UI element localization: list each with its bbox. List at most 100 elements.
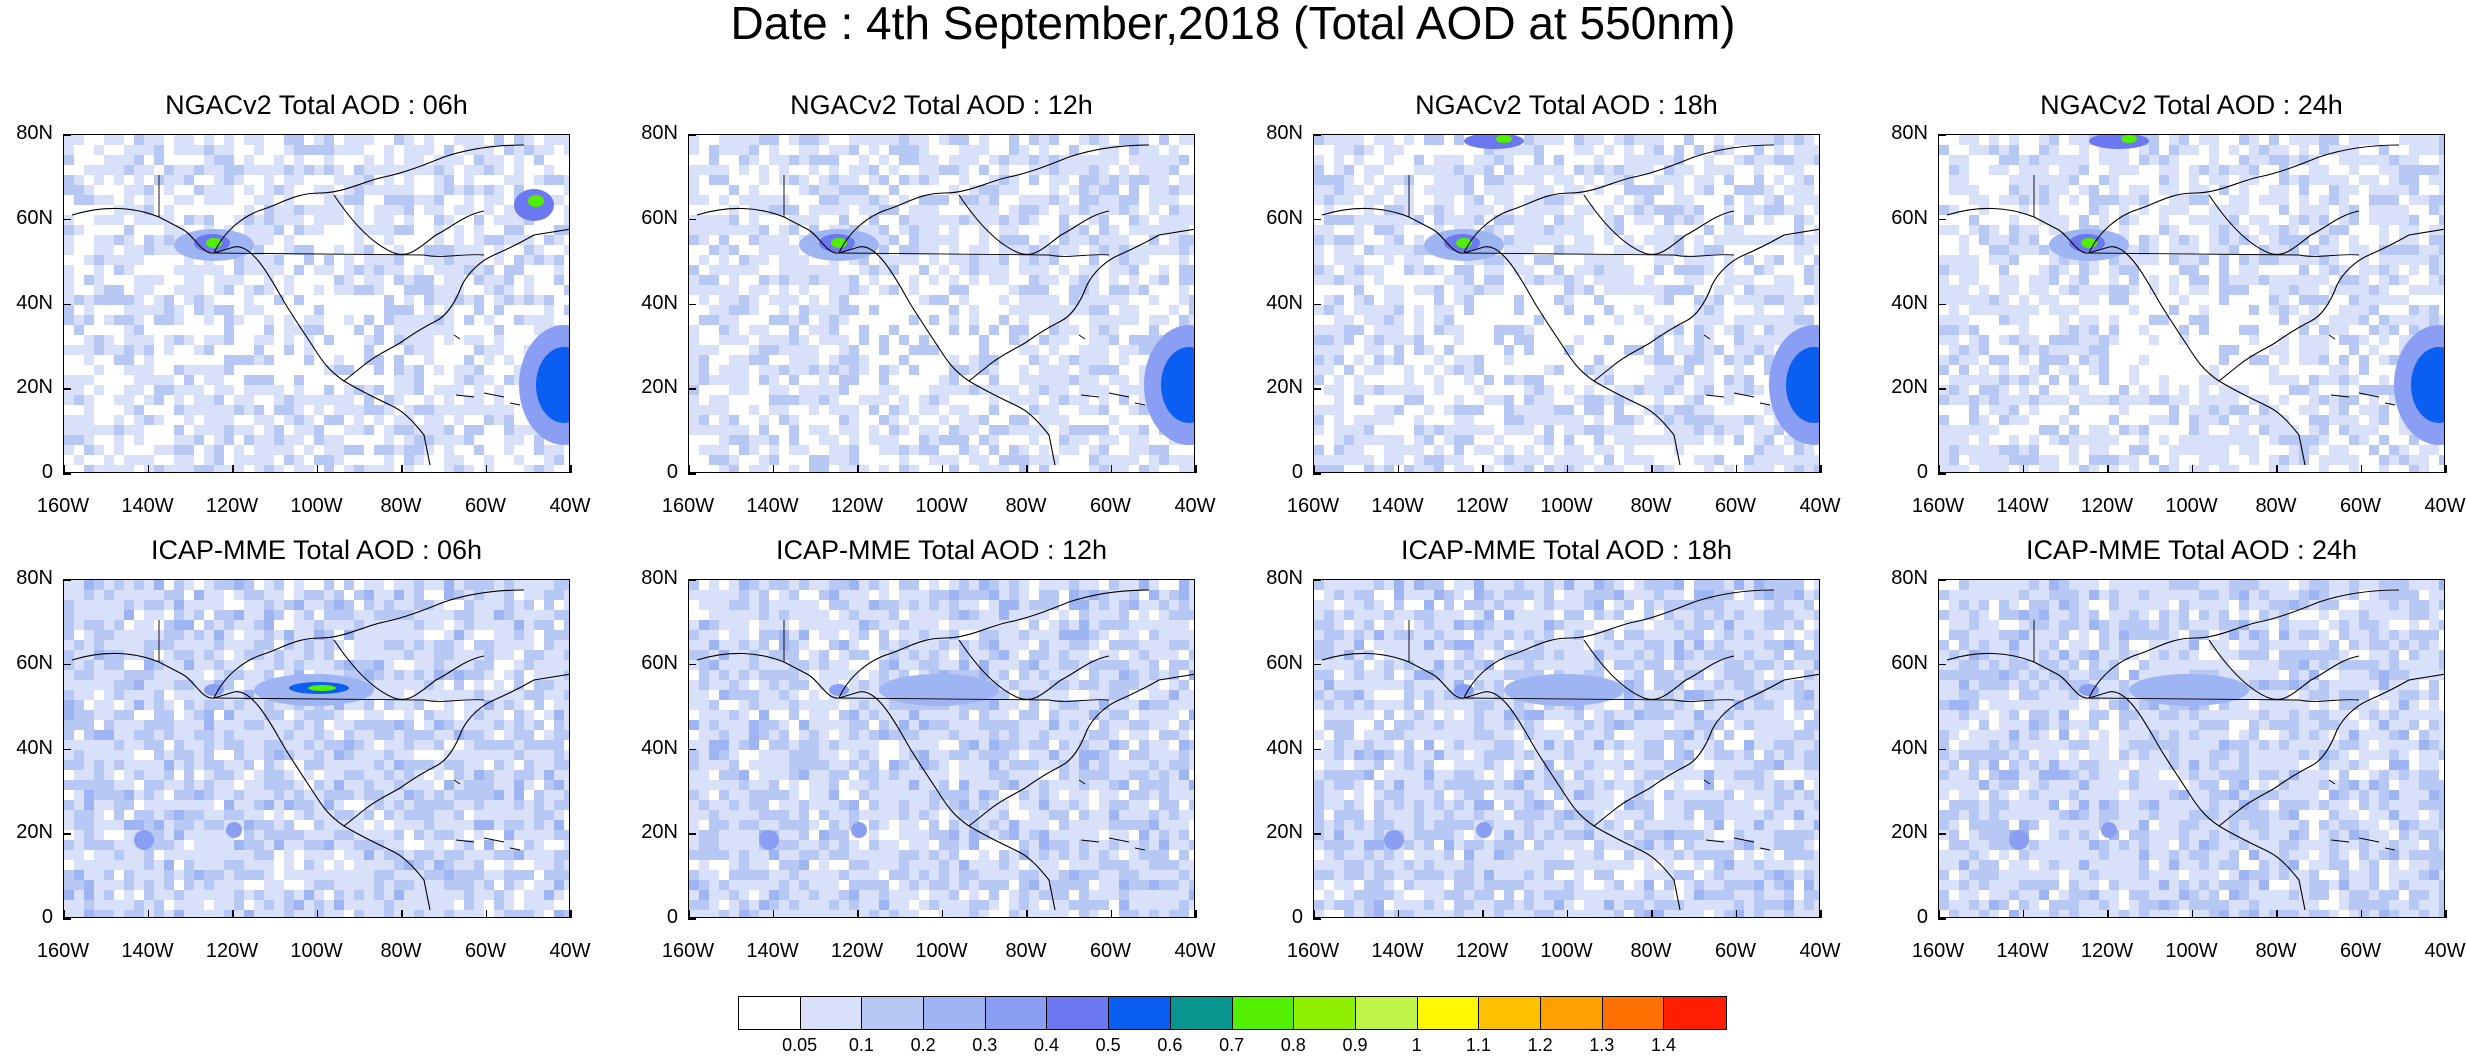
country-border — [158, 175, 485, 257]
lon-tick — [2445, 910, 2447, 918]
lon-tick — [2107, 465, 2109, 473]
map-panel-icap-mme-18h: ICAP-MME Total AOD : 18h 80N 60N 40N 20N 0 160… — [1266, 445, 1840, 978]
lat-label: 0 — [666, 906, 678, 928]
lat-label: 80N — [1891, 567, 1928, 589]
lat-tick — [1313, 134, 1321, 136]
lon-label: 160W — [36, 495, 90, 517]
lon-tick — [688, 465, 690, 473]
lat-label: 40N — [1266, 736, 1303, 759]
lon-label: 140W — [1371, 495, 1424, 517]
lon-label: 120W — [1455, 495, 1509, 517]
island-outline — [2328, 334, 2396, 406]
lon-label: 100W — [915, 940, 968, 962]
lon-label: 80W — [1630, 495, 1672, 517]
lat-label: 60N — [1891, 651, 1928, 674]
map-plot — [1939, 580, 2444, 917]
colorbar-level-label: 0.9 — [1342, 1035, 1368, 1055]
coastline — [1321, 144, 1819, 466]
colorbar-level-label: 0.1 — [848, 1035, 874, 1055]
colorbar-level-label: 0.8 — [1280, 1035, 1306, 1055]
lon-tick — [1938, 910, 1940, 918]
lat-label: 40N — [1266, 291, 1303, 314]
lon-label: 160W — [1911, 940, 1965, 962]
lon-tick — [2107, 910, 2109, 918]
lon-label: 80W — [380, 940, 422, 962]
lon-label: 160W — [36, 940, 90, 962]
lat-label: 40N — [1891, 736, 1928, 759]
lat-tick — [1313, 748, 1321, 750]
lon-label: 40W — [1174, 940, 1216, 962]
lon-tick — [2276, 465, 2278, 473]
map-frame — [688, 134, 1195, 473]
aod-field — [1314, 135, 1819, 472]
lat-label: 80N — [1891, 122, 1928, 144]
lat-label: 20N — [641, 376, 678, 399]
lon-label: 60W — [2339, 940, 2382, 962]
lat-tick — [63, 579, 71, 581]
lon-tick — [2360, 465, 2362, 473]
lat-tick — [1313, 473, 1321, 475]
lon-label: 60W — [1714, 940, 1757, 962]
colorbar-swatch — [1479, 997, 1541, 1029]
lat-tick — [688, 388, 696, 390]
lon-label: 120W — [205, 940, 259, 962]
lon-label: 80W — [1005, 940, 1047, 962]
colorbar-swatch — [1355, 997, 1418, 1029]
lat-tick — [63, 218, 71, 221]
lat-label: 0 — [41, 461, 53, 483]
lat-label: 40N — [16, 736, 53, 759]
lon-tick — [147, 910, 149, 918]
lat-label: 60N — [1266, 206, 1303, 229]
colorbar-swatch — [1602, 997, 1665, 1029]
coastline — [1946, 589, 2444, 911]
lat-label: 0 — [666, 461, 678, 483]
country-border — [783, 620, 1110, 702]
island-outline — [1078, 779, 1146, 851]
lon-label: 120W — [205, 495, 259, 517]
panel-title: NGACv2 Total AOD : 24h — [2040, 90, 2343, 120]
lon-tick — [1110, 910, 1112, 918]
lat-label: 40N — [641, 736, 678, 759]
lon-tick — [1482, 910, 1484, 918]
lon-label: 160W — [661, 495, 715, 517]
lat-tick — [63, 134, 71, 136]
lon-tick — [2191, 465, 2193, 473]
aod-field — [689, 135, 1194, 472]
lon-tick — [1397, 910, 1399, 918]
country-border — [1408, 620, 1735, 702]
lon-tick — [316, 910, 318, 918]
lat-tick — [1938, 218, 1946, 221]
lat-tick — [1938, 388, 1946, 390]
map-plot — [64, 135, 569, 472]
lat-tick — [1313, 218, 1321, 221]
lat-label: 60N — [641, 651, 678, 674]
colorbar-level-label: 0.6 — [1157, 1035, 1183, 1055]
lon-tick — [2445, 465, 2447, 473]
lat-tick — [688, 134, 696, 136]
lat-tick — [688, 663, 696, 666]
lat-tick — [63, 748, 71, 750]
aod-hotspots — [1384, 674, 1624, 850]
lat-tick — [1938, 748, 1946, 750]
lat-label: 20N — [16, 376, 53, 399]
colorbar-swatch — [800, 997, 863, 1029]
lon-label: 40W — [549, 495, 591, 517]
lat-label: 20N — [1266, 376, 1303, 399]
lon-label: 140W — [121, 495, 174, 517]
lon-label: 60W — [2339, 495, 2382, 517]
lat-tick — [688, 218, 696, 221]
lon-label: 120W — [2080, 495, 2134, 517]
lon-tick — [1110, 465, 1112, 473]
lon-label: 140W — [1996, 940, 2049, 962]
lon-tick — [1313, 910, 1315, 918]
island-outline — [1703, 779, 1771, 851]
country-border — [1408, 175, 1735, 257]
aod-field — [689, 580, 1194, 917]
lat-label: 80N — [641, 567, 678, 589]
colorbar-level-label: 0.2 — [910, 1035, 936, 1055]
lat-tick — [688, 579, 696, 581]
country-border — [2033, 620, 2360, 702]
colorbar-level-label: 1.3 — [1589, 1035, 1615, 1055]
lat-tick — [1938, 579, 1946, 581]
lat-label: 20N — [1891, 821, 1928, 844]
